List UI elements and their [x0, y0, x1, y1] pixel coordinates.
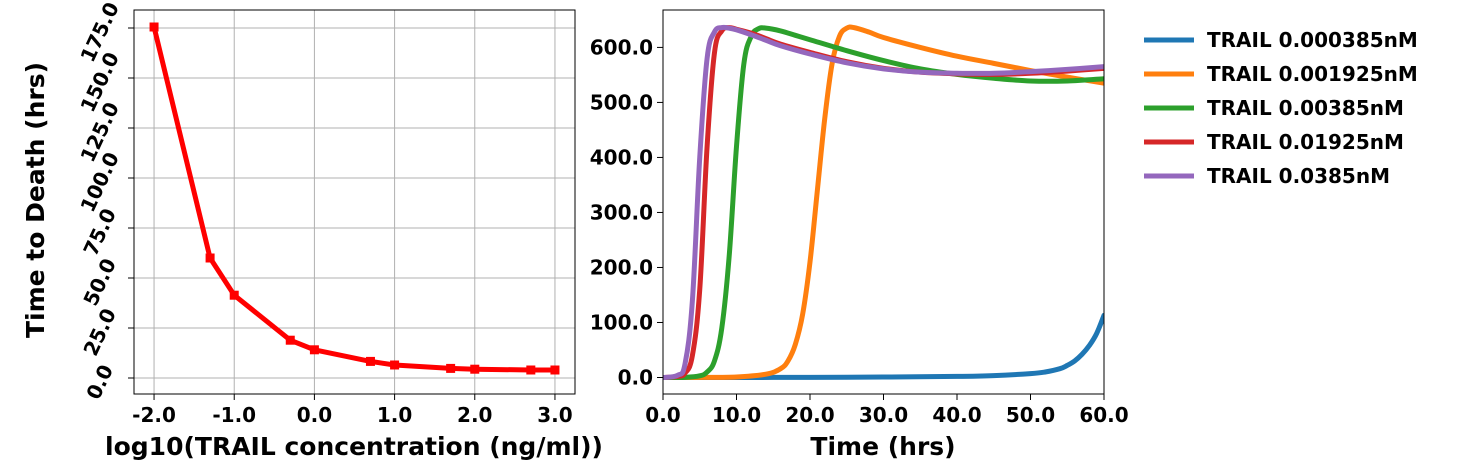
left-x-tick-label: 0.0: [297, 403, 332, 427]
right-x-tick-label: 0.0: [645, 403, 680, 427]
legend-entry-label: TRAIL 0.00385nM: [1207, 96, 1404, 120]
left-data-point: [526, 365, 536, 375]
trail-time-course-chart: 0.0 10.0 20.0 30.0 40.0 50.0 60.0 0.0 100.0 200.…: [590, 9, 1129, 461]
right-y-tick-label: 400.0: [590, 145, 653, 169]
right-series-layer: [663, 24, 1104, 381]
left-data-point: [550, 365, 560, 375]
right-x-axis-label: Time (hrs): [810, 432, 955, 461]
right-x-ticks: 0.0 10.0 20.0 30.0 40.0 50.0 60.0: [645, 394, 1129, 427]
legend-entry-label: TRAIL 0.0385nM: [1207, 164, 1390, 188]
right-x-tick-label: 30.0: [859, 403, 908, 427]
left-x-ticks: -2.0 -1.0 0.0 1.0 2.0 3.0: [132, 394, 573, 427]
left-gridlines: [134, 10, 575, 394]
left-x-tick-label: 2.0: [457, 403, 492, 427]
right-x-tick-label: 50.0: [1006, 403, 1055, 427]
legend-entry-label: TRAIL 0.001925nM: [1207, 62, 1418, 86]
left-x-axis-label: log10(TRAIL concentration (ng/ml)): [105, 432, 603, 461]
right-y-tick-label: 600.0: [590, 35, 653, 59]
left-data-point: [205, 253, 215, 263]
left-data-point: [309, 345, 319, 355]
left-x-tick-label: 3.0: [537, 403, 572, 427]
left-plot-frame: [133, 9, 576, 395]
right-x-tick-label: 10.0: [712, 403, 761, 427]
left-data-point: [285, 335, 295, 345]
right-y-tick-label: 100.0: [590, 310, 653, 334]
left-data-point: [470, 364, 480, 374]
series-line-1: [663, 312, 1104, 381]
right-y-tick-label: 0.0: [618, 365, 653, 389]
right-y-tick-label: 200.0: [590, 255, 653, 279]
left-data-point: [149, 22, 159, 32]
left-series-layer: [149, 22, 560, 375]
legend-entry-label: TRAIL 0.01925nM: [1207, 130, 1404, 154]
legend-entry-label: TRAIL 0.000385nM: [1207, 28, 1418, 52]
left-y-axis-label: Time to Death (hrs): [21, 62, 50, 338]
series-line-2: [663, 24, 1104, 380]
legend: TRAIL 0.000385nM TRAIL 0.001925nM TRAIL 0.…: [1144, 28, 1418, 188]
right-y-tick-label: 300.0: [590, 200, 653, 224]
left-data-point: [229, 290, 239, 300]
left-data-point: [390, 360, 400, 370]
right-y-ticks: 0.0 100.0 200.0 300.0 400.0 500.0 600.0: [590, 35, 663, 389]
right-x-tick-label: 40.0: [932, 403, 981, 427]
left-data-point: [446, 363, 456, 373]
left-data-point: [365, 356, 375, 366]
left-x-tick-label: 1.0: [377, 403, 412, 427]
right-y-tick-label: 500.0: [590, 90, 653, 114]
left-x-tick-label: -1.0: [212, 403, 256, 427]
left-x-tick-label: -2.0: [132, 403, 176, 427]
right-x-tick-label: 20.0: [785, 403, 834, 427]
series-line-5: [663, 24, 1104, 380]
right-x-tick-label: 60.0: [1079, 403, 1128, 427]
